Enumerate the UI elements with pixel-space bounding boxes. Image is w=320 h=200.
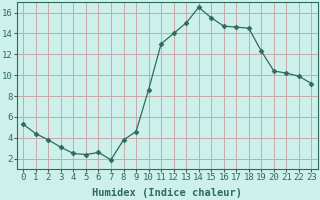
X-axis label: Humidex (Indice chaleur): Humidex (Indice chaleur)	[92, 188, 242, 198]
